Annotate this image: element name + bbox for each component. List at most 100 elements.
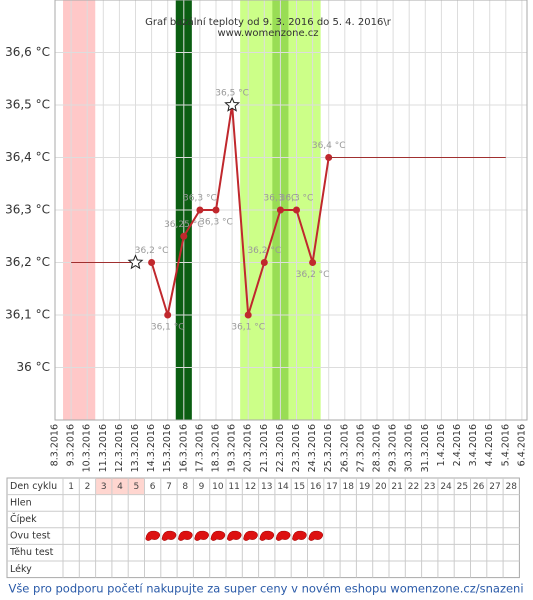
day-number: 16	[310, 482, 322, 492]
x-tick-label: 22.3.2016	[275, 424, 286, 472]
x-tick-label: 15.3.2016	[162, 424, 173, 472]
x-tick-label: 21.3.2016	[259, 424, 270, 472]
day-number: 7	[166, 482, 172, 492]
data-label: 36,2 °C	[135, 246, 169, 256]
row-label: Léky	[10, 564, 32, 575]
day-number: 21	[391, 482, 402, 492]
x-tick-label: 6.4.2016	[516, 424, 527, 466]
data-point	[309, 259, 317, 266]
x-tick-label: 26.3.2016	[339, 424, 350, 472]
day-number: 14	[277, 482, 289, 492]
day-number: 24	[440, 482, 452, 492]
day-number: 20	[375, 482, 387, 492]
data-point	[196, 206, 204, 214]
temperature-line	[71, 157, 506, 263]
x-tick-label: 27.3.2016	[355, 424, 366, 472]
day-number: 5	[133, 482, 139, 492]
day-number: 17	[326, 482, 337, 492]
data-point	[148, 259, 156, 266]
highlight-day-cell	[111, 478, 129, 495]
ovu-test-icon	[243, 530, 258, 541]
footer-link[interactable]: Vše pro podporu početí nakupujte za supe…	[8, 582, 523, 596]
data-label: 36,3 °C	[199, 218, 233, 228]
day-number: 3	[101, 482, 107, 492]
x-tick-label: 19.3.2016	[227, 424, 238, 472]
y-tick-label: 36,5 °C	[5, 98, 50, 112]
x-tick-label: 20.3.2016	[243, 424, 254, 472]
day-number: 15	[294, 482, 305, 492]
day-number: 19	[359, 482, 371, 492]
x-tick-label: 28.3.2016	[372, 424, 383, 472]
temperature-line	[150, 104, 330, 316]
x-tick-label: 14.3.2016	[146, 424, 157, 472]
day-number: 6	[150, 482, 156, 492]
day-number: 13	[261, 482, 272, 492]
x-tick-label: 25.3.2016	[323, 424, 334, 472]
data-point	[244, 311, 252, 319]
data-point	[212, 206, 220, 214]
x-tick-label: 17.3.2016	[194, 424, 205, 472]
x-tick-label: 8.3.2016	[50, 424, 61, 466]
x-tick-label: 12.3.2016	[114, 424, 125, 472]
data-label: 36,3 °C	[280, 194, 314, 204]
x-tick-label: 10.3.2016	[82, 424, 93, 472]
x-tick-label: 18.3.2016	[211, 424, 222, 472]
row-label: Den cyklu	[10, 481, 57, 492]
data-label: 36,2 °C	[247, 246, 281, 256]
day-number: 2	[85, 482, 91, 492]
ovu-test-icon	[275, 530, 291, 541]
x-tick-label: 31.3.2016	[420, 424, 431, 472]
day-number: 12	[245, 482, 256, 492]
ovu-test-icon	[177, 530, 193, 541]
day-number: 4	[117, 482, 123, 492]
chart-subtitle: www.womenzone.cz	[217, 28, 318, 39]
chart-title: Graf bazální teploty od 9. 3. 2016 do 5.…	[145, 16, 392, 28]
y-tick-label: 36 °C	[17, 360, 50, 374]
data-label: 36,4 °C	[312, 141, 346, 151]
day-number: 10	[212, 482, 224, 492]
data-point	[180, 232, 188, 240]
star-marker	[224, 96, 241, 112]
data-point	[276, 206, 284, 214]
row-label: Čípek	[10, 513, 37, 525]
highlight-day-cell	[95, 478, 112, 495]
y-tick-label: 36,4 °C	[5, 150, 50, 164]
ovu-test-icon	[259, 530, 275, 541]
x-tick-label: 4.4.2016	[484, 424, 495, 466]
x-tick-label: 9.3.2016	[66, 424, 77, 466]
y-tick-label: 36,1 °C	[5, 308, 50, 322]
ovu-test-icon	[194, 530, 209, 541]
highlight-day-cell	[128, 478, 145, 495]
ovu-test-icon	[308, 530, 324, 541]
x-tick-label: 13.3.2016	[130, 424, 141, 472]
x-tick-label: 23.3.2016	[291, 424, 302, 472]
data-label: 36,3 °C	[264, 194, 298, 204]
x-tick-label: 3.4.2016	[468, 424, 479, 466]
x-tick-label: 16.3.2016	[178, 424, 189, 472]
ovu-test-icon	[210, 530, 226, 541]
ovu-test-icon	[226, 530, 242, 541]
day-number: 25	[457, 482, 468, 492]
plot-frame	[54, 0, 528, 421]
row-label: Těhu test	[9, 547, 54, 558]
data-label: 36,1 °C	[231, 323, 265, 333]
day-number: 28	[506, 482, 518, 492]
y-tick-label: 36,3 °C	[5, 203, 50, 217]
y-tick-label: 36,6 °C	[5, 45, 50, 59]
data-label: 36,2 °C	[296, 270, 330, 280]
x-tick-label: 24.3.2016	[307, 424, 318, 472]
day-number: 27	[489, 482, 500, 492]
ovu-test-icon	[161, 530, 177, 541]
x-tick-label: 2.4.2016	[452, 424, 463, 466]
ovu-test-icon	[292, 530, 307, 541]
x-tick-label: 30.3.2016	[404, 424, 415, 472]
y-tick-label: 36,2 °C	[5, 255, 50, 269]
day-number: 18	[343, 482, 355, 492]
day-number: 1	[68, 482, 74, 492]
day-number: 22	[408, 482, 419, 492]
data-point	[164, 311, 172, 319]
day-number: 26	[473, 482, 485, 492]
x-tick-label: 1.4.2016	[436, 424, 447, 466]
day-number: 9	[199, 482, 205, 492]
